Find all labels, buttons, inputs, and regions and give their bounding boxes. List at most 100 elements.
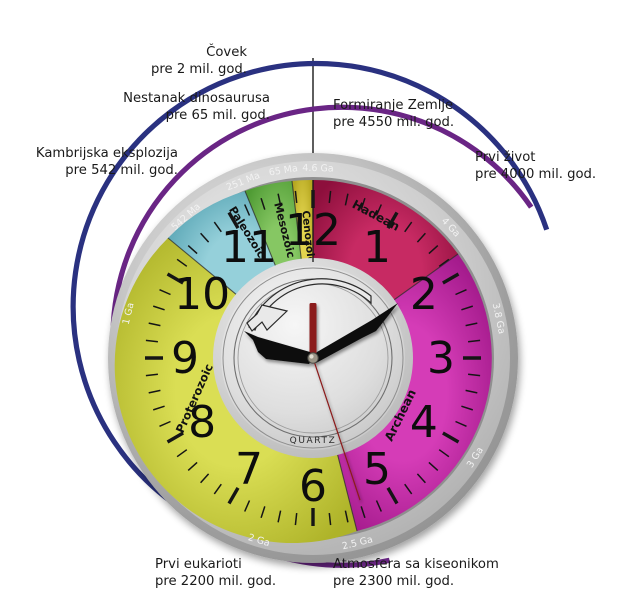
minute-tick xyxy=(328,190,332,203)
hour-numeral-3: 3 xyxy=(427,333,455,384)
minute-tick xyxy=(465,389,478,394)
minute-tick xyxy=(260,506,266,519)
callout-covek-line2: pre 2 mil. god. xyxy=(151,62,247,78)
bezel-tick-label: 65 Ma xyxy=(268,163,299,178)
minute-tick xyxy=(428,245,439,255)
callout-first-life: Prvi život pre 4000 mil. god. xyxy=(475,149,596,184)
minute-tick xyxy=(244,500,251,512)
minute-tick xyxy=(416,473,426,484)
minute-tick xyxy=(277,510,282,523)
hour-numeral-2: 2 xyxy=(410,269,438,320)
minute-tick xyxy=(375,500,382,512)
minute-tick xyxy=(468,339,481,343)
hour-tick xyxy=(166,272,184,285)
bezel-tick-label: 1 Ga xyxy=(121,302,137,326)
minute-tick xyxy=(455,420,467,427)
minute-tick xyxy=(294,190,298,203)
minute-tick xyxy=(428,461,439,471)
minute-tick xyxy=(145,373,158,377)
callout-kambrij-line2: pre 542 mil. god. xyxy=(65,163,178,179)
hand-hub-hi xyxy=(309,354,314,359)
bezel-tick-label: 4.6 Ga xyxy=(302,163,334,175)
callout-dino-line1: Nestanak dinosaurusa xyxy=(123,91,270,106)
minute-tick xyxy=(244,204,251,216)
minute-tick xyxy=(213,221,222,233)
minute-tick xyxy=(344,510,349,523)
callout-atm-line2: pre 2300 mil. god. xyxy=(333,574,455,590)
minute-tick xyxy=(200,232,210,243)
callout-oxygen-atmosphere: Atmosfera sa kiseonikom pre 2300 mil. go… xyxy=(333,556,499,591)
minute-tick xyxy=(294,513,298,526)
minute-tick xyxy=(176,449,188,458)
minute-tick xyxy=(461,405,474,411)
minute-tick xyxy=(152,405,165,411)
brand-text: QUARTZ xyxy=(290,436,337,446)
minute-tick xyxy=(145,339,158,343)
minute-tick xyxy=(465,322,478,327)
callout-zivot-line1: Prvi život xyxy=(475,150,536,165)
second-hand xyxy=(309,303,361,501)
minute-tick xyxy=(260,197,266,210)
hand-hub xyxy=(307,352,319,364)
hour-numeral-8: 8 xyxy=(188,397,216,448)
minute-tick xyxy=(277,193,282,206)
minute-tick xyxy=(468,373,481,377)
hour-numeral-10: 10 xyxy=(174,269,230,320)
callout-covek: Čovek pre 2 mil. god. xyxy=(151,44,247,79)
hour-tick xyxy=(166,431,184,444)
callout-dinosaur-extinction: Nestanak dinosaurusa pre 65 mil. god. xyxy=(123,90,270,125)
clock-hands xyxy=(244,303,398,501)
callout-covek-line1: Čovek xyxy=(206,45,247,60)
minute-tick xyxy=(360,506,366,519)
minute-tick xyxy=(148,389,161,394)
callout-atm-line1: Atmosfera sa kiseonikom xyxy=(333,557,499,572)
minute-tick xyxy=(187,245,198,255)
minute-tick xyxy=(176,258,188,267)
inner-dial-ring-1 xyxy=(222,267,404,449)
minute-tick xyxy=(200,473,210,484)
minute-tick xyxy=(360,197,366,210)
hour-hand xyxy=(244,331,313,364)
callout-formir-line2: pre 4550 mil. god. xyxy=(333,115,455,131)
minute-tick xyxy=(375,204,382,216)
callout-kambrij-line1: Kambrijska eksplozija xyxy=(35,146,178,161)
callout-formir-line1: Formiranje Zemlje xyxy=(333,98,454,113)
callout-dino-line2: pre 65 mil. god. xyxy=(165,108,270,124)
hour-tick xyxy=(442,431,460,444)
callout-cambrian-explosion: Kambrijska eksplozija pre 542 mil. god. xyxy=(36,145,178,180)
hour-tick xyxy=(386,487,399,505)
counterclockwise-arrow-icon xyxy=(246,278,372,332)
minute-tick xyxy=(159,420,171,427)
minute-tick xyxy=(213,483,222,495)
callout-zivot-line2: pre 4000 mil. god. xyxy=(475,167,597,183)
hour-tick xyxy=(227,211,240,229)
minute-tick xyxy=(404,221,413,233)
hour-numeral-5: 5 xyxy=(363,444,391,495)
minute-tick xyxy=(416,232,426,243)
minute-tick xyxy=(328,513,332,526)
callout-first-eukaryotes: Prvi eukarioti pre 2200 mil. god. xyxy=(155,556,276,591)
hour-tick xyxy=(442,272,460,285)
minute-tick xyxy=(152,305,165,311)
callout-euk-line2: pre 2200 mil. god. xyxy=(155,574,277,590)
minute-tick xyxy=(344,193,349,206)
hour-numeral-4: 4 xyxy=(410,397,438,448)
minute-tick xyxy=(159,289,171,296)
eon-name-cenozoic: Cenozoic xyxy=(299,210,316,264)
minute-tick xyxy=(461,305,474,311)
minute-tick xyxy=(187,461,198,471)
minute-tick xyxy=(404,483,413,495)
callout-earth-formation: Formiranje Zemlje pre 4550 mil. god. xyxy=(333,97,454,132)
minute-tick xyxy=(438,258,450,267)
minute-tick xyxy=(438,449,450,458)
minute-hand xyxy=(313,303,398,363)
hour-numeral-7: 7 xyxy=(235,444,263,495)
hour-numeral-11: 11 xyxy=(221,222,277,273)
hour-tick xyxy=(227,487,240,505)
callout-euk-line1: Prvi eukarioti xyxy=(155,557,242,572)
hour-numeral-1: 1 xyxy=(363,222,391,273)
minute-tick xyxy=(148,322,161,327)
